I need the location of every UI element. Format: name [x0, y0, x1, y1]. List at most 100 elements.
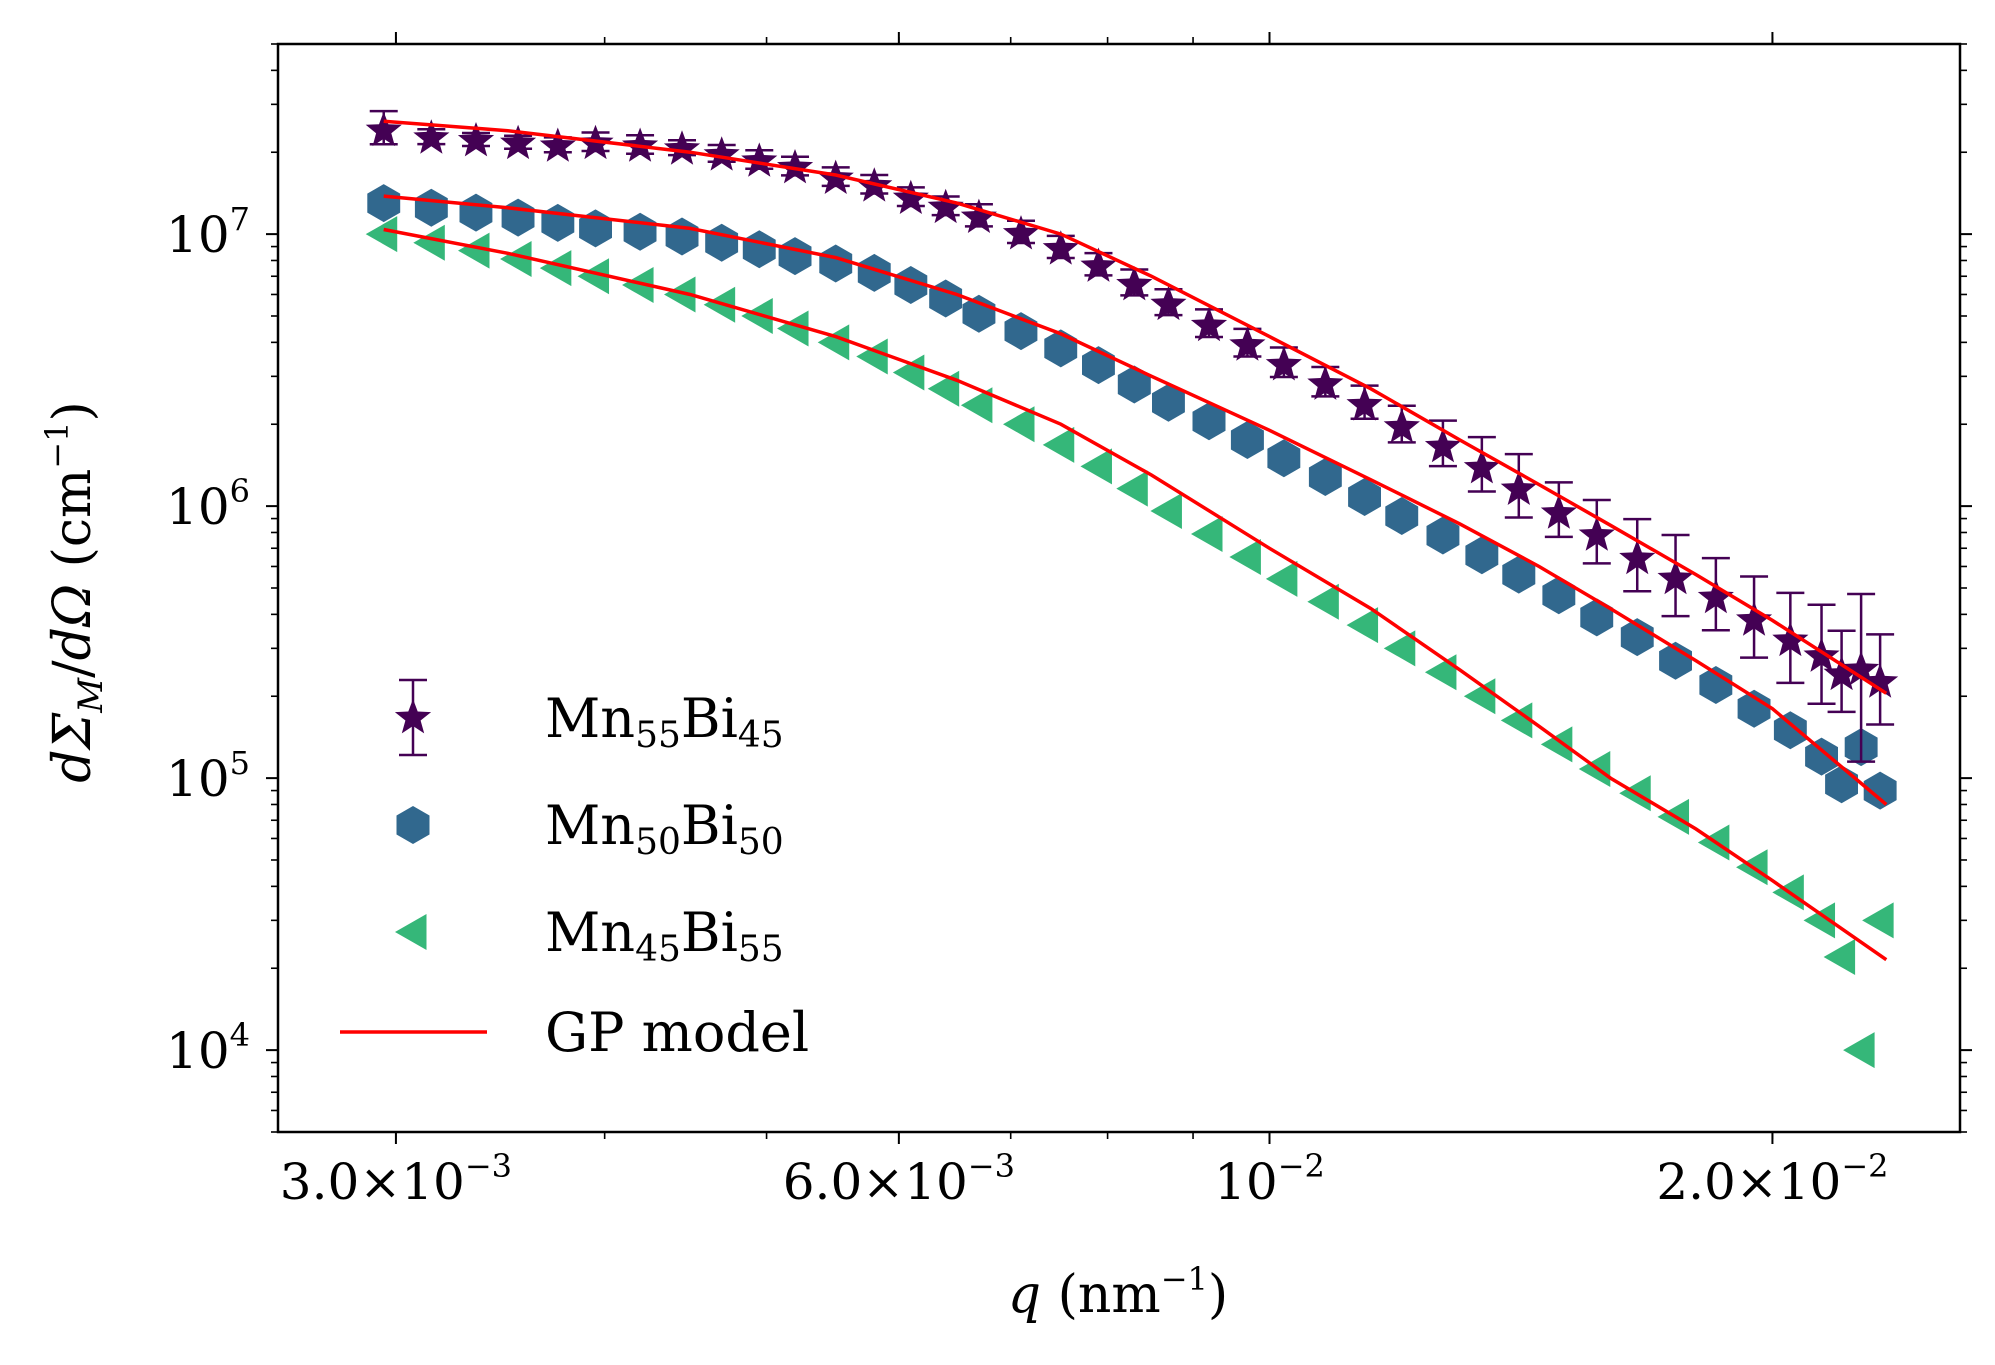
data-point	[1116, 266, 1153, 301]
data-point	[577, 258, 610, 295]
legend-label-mn55bi45: Mn55Bi45	[545, 687, 784, 756]
y-axis-label: dΣM/dΩ (cm−1)	[38, 401, 111, 783]
data-point	[1307, 365, 1344, 400]
data-point	[1267, 439, 1301, 478]
data-point	[703, 136, 740, 171]
plot-data-layer	[365, 109, 1899, 1069]
legend-entry-mn55bi45[interactable]: Mn55Bi45	[394, 678, 784, 757]
data-point	[1825, 765, 1858, 804]
data-point	[742, 230, 776, 269]
data-point	[1346, 386, 1383, 421]
data-point	[1542, 576, 1576, 615]
data-point	[1190, 306, 1228, 342]
series-Mn45Bi55	[365, 216, 1894, 1069]
data-point	[539, 250, 572, 287]
data-point	[929, 279, 963, 318]
data-point	[1578, 516, 1615, 551]
data-point	[1116, 470, 1148, 507]
gp-model-curve-1	[383, 119, 1888, 695]
data-point	[778, 237, 812, 276]
data-point	[1578, 751, 1611, 788]
legend-marker-star	[394, 678, 432, 757]
data-point	[1463, 449, 1500, 484]
data-point	[623, 212, 657, 251]
data-point	[1265, 560, 1298, 597]
data-point	[1307, 583, 1339, 620]
data-point	[541, 203, 575, 242]
data-point	[664, 276, 696, 313]
y-tick-label: 106	[166, 472, 250, 536]
x-axis-label: q (nm−1)	[1008, 1260, 1228, 1325]
data-point	[1773, 711, 1807, 750]
data-point	[365, 216, 398, 253]
data-point	[777, 149, 814, 184]
data-point	[1002, 406, 1035, 443]
data-point	[1229, 539, 1261, 576]
data-point	[1080, 448, 1112, 485]
data-point	[1385, 497, 1419, 535]
data-point	[856, 338, 888, 375]
data-point	[1580, 598, 1614, 637]
data-point	[1803, 637, 1840, 672]
legend-entry-mn50bi50[interactable]: Mn50Bi50	[396, 794, 784, 863]
data-point	[1862, 663, 1899, 698]
data-point	[892, 354, 925, 391]
data-point	[1192, 402, 1226, 441]
data-point	[1805, 737, 1838, 776]
legend: Mn55Bi45 Mn50Bi50 Mn45Bi55 GP model	[340, 678, 809, 1064]
data-point	[894, 266, 928, 304]
x-tick-label: 6.0×10−3	[783, 1147, 1015, 1211]
data-point	[1843, 650, 1880, 686]
legend-marker-hexagon	[396, 806, 430, 844]
data-point	[1229, 326, 1266, 361]
data-point	[960, 387, 993, 424]
data-point	[1080, 247, 1117, 282]
data-point	[1426, 516, 1460, 555]
data-point	[1772, 621, 1809, 657]
data-point	[1348, 478, 1381, 516]
data-point	[777, 310, 809, 347]
data-point	[500, 124, 537, 160]
data-point	[1736, 601, 1773, 636]
y-tick-label: 105	[166, 744, 250, 808]
data-point	[1500, 702, 1533, 739]
data-point	[1697, 578, 1734, 614]
data-point	[459, 193, 493, 232]
data-point	[1346, 607, 1379, 644]
legend-star-symbol	[394, 699, 432, 734]
data-point	[665, 217, 699, 256]
data-point	[819, 244, 853, 283]
data-point	[1500, 470, 1537, 505]
data-point	[1465, 536, 1499, 575]
data-point	[741, 298, 773, 334]
data-point	[1863, 771, 1897, 810]
data-point	[1502, 555, 1536, 594]
tick-layer: 3.0×10−3 6.0×10−3 10−2 2.0×10−2 104 105 106 107	[166, 32, 1972, 1211]
data-point	[1230, 421, 1264, 459]
legend-label-mn45bi55: Mn45Bi55	[545, 901, 784, 970]
data-point	[892, 179, 929, 214]
data-point	[1620, 618, 1654, 657]
legend-entry-gp-model[interactable]: GP model	[340, 1001, 809, 1064]
data-point	[1150, 492, 1182, 529]
data-point	[1823, 655, 1860, 691]
y-tick-label: 104	[166, 1016, 250, 1080]
legend-triangle-symbol	[395, 914, 427, 950]
data-point	[1803, 902, 1836, 939]
data-point	[365, 111, 402, 147]
data-point	[1424, 428, 1461, 463]
data-point	[1540, 494, 1577, 529]
data-point	[501, 198, 535, 237]
data-point	[1117, 365, 1151, 404]
data-point	[1308, 458, 1342, 496]
data-point	[539, 127, 576, 162]
legend-entry-mn45bi55[interactable]: Mn45Bi55	[395, 901, 784, 970]
data-point	[1540, 726, 1573, 763]
data-point	[663, 130, 701, 165]
data-point	[1383, 408, 1420, 443]
data-point	[741, 142, 778, 177]
data-point	[367, 184, 401, 223]
data-point	[1190, 515, 1223, 552]
